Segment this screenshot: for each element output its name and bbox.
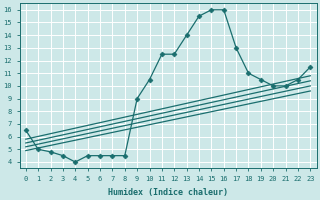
X-axis label: Humidex (Indice chaleur): Humidex (Indice chaleur) bbox=[108, 188, 228, 197]
